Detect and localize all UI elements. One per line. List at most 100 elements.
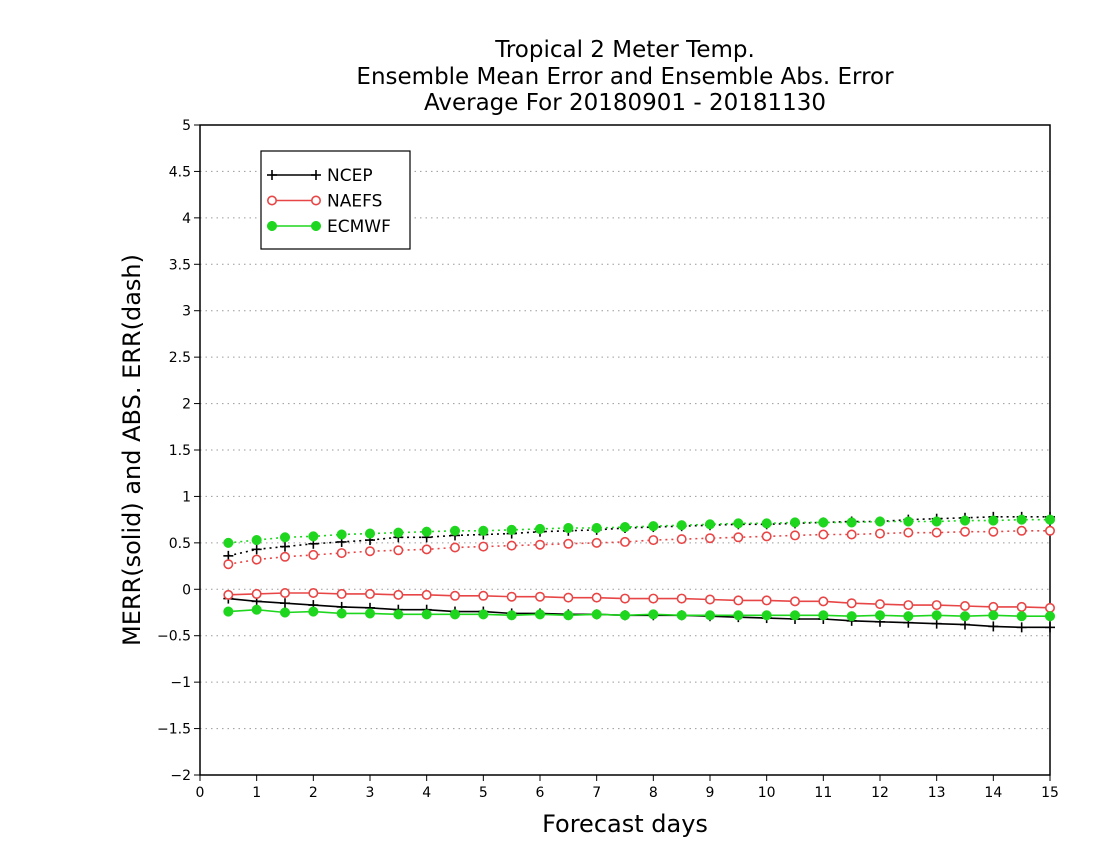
series-naefs xyxy=(223,525,1056,613)
point-abs-error-ecmwf xyxy=(223,537,234,548)
point-abs-error-ecmwf xyxy=(733,518,744,529)
point-mean-error-ecmwf xyxy=(988,610,999,621)
point-abs-error-ecmwf xyxy=(846,517,857,528)
y-tick-label: 4.5 xyxy=(169,164,191,180)
point-mean-error-naefs xyxy=(733,595,744,606)
legend-label-ncep: NCEP xyxy=(327,166,373,186)
point-mean-error-naefs xyxy=(959,600,970,611)
point-mean-error-naefs xyxy=(648,593,659,604)
axis-ticks: 54.543.532.521.510.50−0.5−1−1.5−20 1 2 3 4 5 6… xyxy=(157,118,1059,801)
point-abs-error-naefs xyxy=(506,540,517,551)
point-mean-error-ecmwf xyxy=(733,610,744,621)
point-abs-error-naefs xyxy=(789,530,800,541)
point-mean-error-naefs xyxy=(903,600,914,611)
line-abs-error-ecmwf xyxy=(228,518,1050,544)
point-abs-error-naefs xyxy=(761,531,772,542)
point-mean-error-ecmwf xyxy=(421,609,432,620)
point-mean-error-naefs xyxy=(619,593,630,604)
point-abs-error-ecmwf xyxy=(251,535,262,546)
point-mean-error-ncep xyxy=(1016,622,1027,633)
point-abs-error-naefs xyxy=(676,534,687,545)
point-abs-error-naefs xyxy=(931,527,942,538)
chart-title-line-2: Ensemble Mean Error and Ensemble Abs. Er… xyxy=(356,64,894,90)
point-abs-error-naefs xyxy=(1016,525,1027,536)
point-abs-error-ecmwf xyxy=(279,532,291,543)
point-mean-error-ecmwf xyxy=(789,610,801,621)
point-abs-error-naefs xyxy=(279,551,290,562)
y-axis-label: MERR(solid) and ABS. ERR(dash) xyxy=(118,254,146,646)
point-mean-error-naefs xyxy=(478,590,489,601)
point-mean-error-ecmwf xyxy=(619,610,631,621)
y-tick-label: 4 xyxy=(182,211,191,227)
point-mean-error-naefs xyxy=(534,591,545,602)
point-mean-error-naefs xyxy=(591,592,602,603)
point-abs-error-ecmwf xyxy=(506,524,517,535)
y-tick-label: 2.5 xyxy=(169,350,191,366)
y-tick-label: 3 xyxy=(182,304,191,320)
legend: NCEP NAEFS ECMWF xyxy=(260,150,411,250)
line-mean-error-ecmwf xyxy=(228,608,1050,618)
point-abs-error-ecmwf xyxy=(761,518,772,529)
point-mean-error-ecmwf xyxy=(279,607,291,618)
y-tick-label: −2 xyxy=(170,768,191,784)
point-abs-error-naefs xyxy=(421,544,432,555)
point-abs-error-naefs xyxy=(959,526,970,537)
point-abs-error-ecmwf xyxy=(931,516,942,527)
legend-item-naefs: NAEFS xyxy=(266,192,382,212)
x-tick-label: 14 xyxy=(984,785,1002,801)
point-mean-error-ecmwf xyxy=(818,610,829,621)
point-mean-error-naefs xyxy=(251,588,262,599)
point-abs-error-naefs xyxy=(364,546,375,557)
point-mean-error-ecmwf xyxy=(846,611,857,622)
point-abs-error-naefs xyxy=(1045,525,1056,536)
point-abs-error-naefs xyxy=(534,539,545,550)
point-mean-error-naefs xyxy=(931,600,942,611)
point-abs-error-ecmwf xyxy=(988,515,999,526)
point-abs-error-naefs xyxy=(733,532,744,543)
point-abs-error-naefs xyxy=(336,548,347,559)
line-abs-error-ncep xyxy=(228,516,1050,557)
point-mean-error-naefs xyxy=(336,588,347,599)
point-abs-error-ecmwf xyxy=(449,525,461,536)
y-tick-label: 1 xyxy=(182,489,191,505)
y-tick-label: −1.5 xyxy=(157,722,191,738)
point-mean-error-ecmwf xyxy=(1016,611,1027,622)
legend-item-ecmwf: ECMWF xyxy=(266,217,391,237)
legend-marker-end-ecmwf xyxy=(310,220,322,232)
point-mean-error-naefs xyxy=(421,589,432,600)
chart-title-line-1: Tropical 2 Meter Temp. xyxy=(495,37,755,63)
point-abs-error-ecmwf xyxy=(818,517,829,528)
point-abs-error-ecmwf xyxy=(591,522,602,534)
point-abs-error-naefs xyxy=(818,529,829,540)
point-mean-error-ecmwf xyxy=(1044,611,1056,622)
point-mean-error-naefs xyxy=(563,592,574,603)
point-abs-error-ecmwf xyxy=(874,516,886,527)
y-tick-label: 2 xyxy=(182,397,191,413)
y-tick-label: −0.5 xyxy=(157,629,191,645)
point-mean-error-ecmwf xyxy=(336,608,347,619)
point-mean-error-naefs xyxy=(1045,602,1056,613)
point-abs-error-naefs xyxy=(449,542,460,553)
point-mean-error-ecmwf xyxy=(308,606,319,617)
point-abs-error-ecmwf xyxy=(308,531,319,542)
point-abs-error-ncep xyxy=(280,541,290,552)
point-abs-error-ncep xyxy=(223,550,234,561)
legend-marker-start-ncep xyxy=(267,170,277,180)
x-tick-label: 0 xyxy=(196,785,205,801)
point-abs-error-naefs xyxy=(874,528,885,539)
point-abs-error-naefs xyxy=(393,545,404,556)
x-tick-label: 9 xyxy=(706,785,715,801)
x-tick-label: 3 xyxy=(366,785,375,801)
x-tick-label: 13 xyxy=(928,785,946,801)
x-tick-label: 10 xyxy=(758,785,776,801)
x-tick-label: 2 xyxy=(309,785,318,801)
point-abs-error-naefs xyxy=(648,535,659,546)
point-mean-error-naefs xyxy=(364,588,375,599)
point-abs-error-naefs xyxy=(846,529,857,540)
point-mean-error-ecmwf xyxy=(903,611,914,622)
legend-marker-start-ecmwf xyxy=(266,220,278,232)
point-mean-error-ecmwf xyxy=(506,610,517,621)
point-mean-error-ecmwf xyxy=(761,610,772,621)
point-abs-error-ecmwf xyxy=(648,521,659,532)
point-abs-error-naefs xyxy=(988,526,999,537)
